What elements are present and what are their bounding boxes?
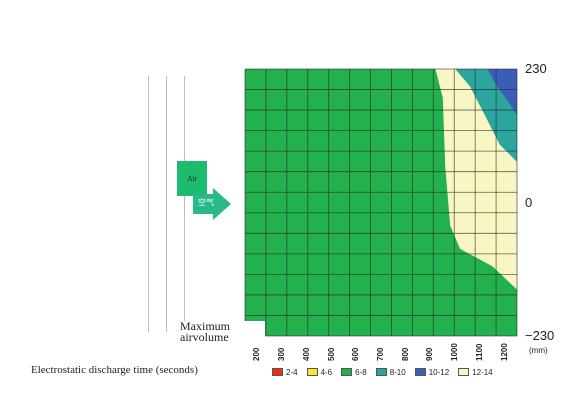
legend-item: 12-14 — [458, 367, 493, 377]
x-tick-label: 500 — [326, 347, 336, 361]
x-tick-label: 300 — [277, 347, 287, 361]
zone-10-12 — [487, 69, 517, 116]
x-axis-unit: (mm) — [529, 346, 548, 355]
legend-item: 8-10 — [375, 367, 406, 377]
x-tick-label: 600 — [351, 347, 361, 361]
legend-label: 6-8 — [355, 367, 367, 377]
legend-label: 10-12 — [428, 367, 450, 377]
legend-swatch — [458, 368, 470, 376]
legend-label: 12-14 — [472, 367, 493, 377]
legend-label: 4-6 — [320, 367, 333, 377]
legend-swatch — [375, 368, 387, 376]
legend-item: 6-8 — [341, 368, 367, 377]
x-tick-label: 1200 — [499, 343, 509, 361]
legend-swatch — [272, 368, 283, 376]
zone-6-8 — [245, 69, 517, 336]
panel-line — [166, 76, 167, 332]
x-tick-label: 700 — [376, 347, 385, 361]
legend-item: 2-4 — [272, 368, 298, 377]
x-tick-label: 200 — [252, 347, 262, 361]
x-tick-label: 1100 — [474, 343, 484, 361]
x-tick-label: 1000 — [450, 343, 460, 361]
air-label-box: Air — [177, 161, 207, 196]
x-tick-label: 800 — [400, 347, 410, 361]
legend-label: 8-10 — [389, 367, 406, 377]
y-tick-label: −230 — [525, 328, 555, 343]
x-axis-title: Electrostatic discharge time (seconds) — [31, 364, 198, 376]
x-tick-label: 900 — [425, 347, 435, 361]
air-intake-panel — [140, 76, 190, 332]
legend-label: 2-4 — [286, 367, 298, 377]
x-tick-label: 400 — [301, 347, 311, 361]
panel-line — [148, 76, 149, 332]
legend-item: 4-6 — [306, 367, 333, 377]
y-tick-label: 230 — [525, 61, 547, 76]
legend-swatch — [341, 368, 353, 376]
legend-swatch — [306, 368, 318, 376]
air-label: Air — [187, 174, 197, 183]
legend: 2-4 4-6 6-8 8-10 10-12 12-14 — [272, 365, 502, 379]
legend-swatch — [414, 368, 426, 376]
legend-item: 10-12 — [414, 367, 450, 377]
airflow-arrow-icon — [193, 188, 231, 220]
y-tick-label: 0 — [525, 194, 533, 210]
max-airvolume-label: Maximum airvolume — [180, 320, 265, 343]
panel-line — [184, 76, 185, 332]
air-arrow-label: 空气 — [198, 198, 214, 207]
